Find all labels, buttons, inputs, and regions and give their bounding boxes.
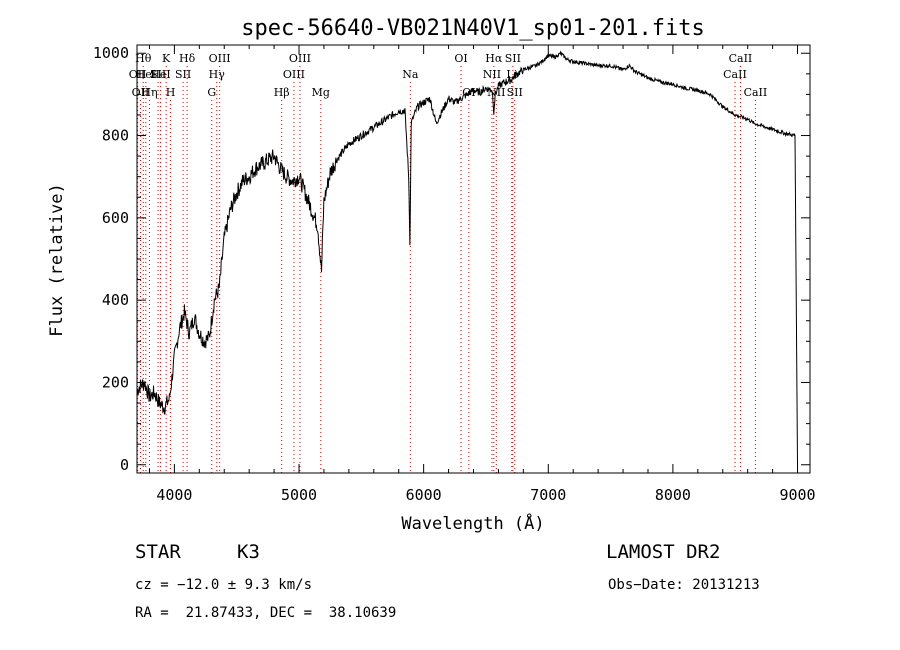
x-axis-ticks: 4000 5000 6000 7000 8000 9000 [148,45,816,504]
x-axis-label: Wavelength (Å) [401,512,544,534]
x-tick-label: 5000 [281,486,317,504]
line-label: Hγ [209,68,226,81]
survey-release: LAMOST DR2 [606,541,721,563]
plot-frame [136,44,811,474]
line-label: OI [454,52,467,65]
x-tick-label: 6000 [406,486,442,504]
y-tick-label: 0 [120,456,129,474]
redshift-value: cz = −12.0 ± 9.3 km/s [135,577,313,593]
line-label: OIII [209,52,231,65]
line-label: K [162,52,171,65]
y-tick-label: 400 [102,291,129,309]
line-label: CaII [744,86,768,99]
line-label: Li [506,68,517,81]
line-label: Mg [312,86,330,99]
line-label: Hα [485,52,503,65]
line-label: Hβ [274,86,290,99]
x-tick-label: 7000 [530,486,566,504]
line-label: OII [132,86,150,99]
line-label: SII [507,86,523,99]
y-axis-ticks: 0 200 400 600 800 1000 [93,44,810,474]
line-label: Hη [141,86,157,99]
x-tick-label: 4000 [156,486,192,504]
line-label: OIII [283,68,305,81]
line-label: Hδ [179,52,196,65]
spectrum-series [136,50,798,465]
line-label: HeI [136,68,156,81]
line-label: SII [150,68,166,81]
line-label: CaII [723,68,747,81]
line-label: SII [175,68,191,81]
spectral-line-labels: OIIOIIHθHeIHηSIIHeIKHSIIHδGHγOIIIHβOIIIO… [129,52,767,99]
line-label: Na [402,68,419,81]
sky-coordinates: RA = 21.87433, DEC = 38.10639 [135,605,397,621]
line-label: HeI [150,68,170,81]
line-label: CaII [729,52,753,65]
line-label: Hθ [135,52,152,65]
y-tick-label: 1000 [93,44,129,62]
x-tick-label: 8000 [655,486,691,504]
spectral-line-markers [137,66,756,473]
y-tick-label: 600 [102,209,129,227]
x-tick-label: 9000 [779,486,815,504]
object-subclass: K3 [237,541,260,563]
object-class: STAR [135,541,181,563]
line-label: H [166,86,176,99]
line-label: NII [483,68,501,81]
line-label: SII [505,52,521,65]
chart-title: spec-56640-VB021N40V1_sp01-201.fits [241,16,705,41]
y-tick-label: 800 [102,127,129,145]
line-label: OII [129,68,147,81]
y-tick-label: 200 [102,373,129,391]
observation-date: Obs−Date: 20131213 [608,577,760,593]
line-label: G [207,86,216,99]
y-axis-label: Flux (relative) [47,183,67,337]
line-label: OIII [289,52,311,65]
